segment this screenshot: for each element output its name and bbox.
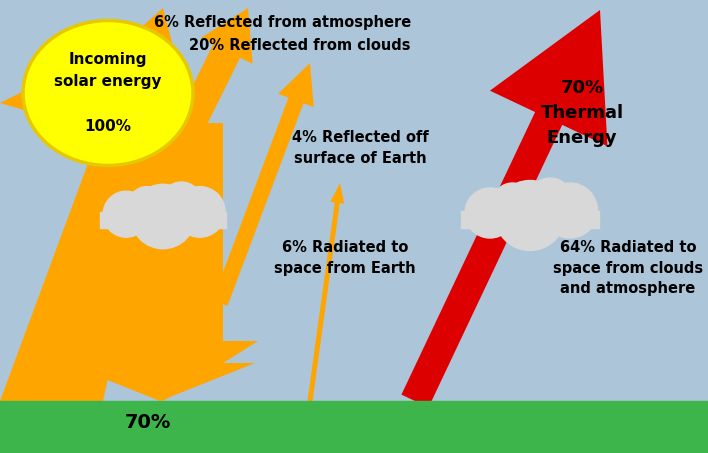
- Polygon shape: [212, 63, 314, 306]
- Circle shape: [465, 188, 515, 238]
- Text: Incoming
solar energy

100%: Incoming solar energy 100%: [55, 52, 161, 134]
- Circle shape: [493, 183, 532, 223]
- Polygon shape: [173, 8, 253, 140]
- Polygon shape: [307, 183, 344, 401]
- Text: 6% Reflected from atmosphere: 6% Reflected from atmosphere: [154, 15, 411, 30]
- Bar: [461, 211, 599, 228]
- Circle shape: [128, 187, 165, 223]
- Polygon shape: [0, 63, 205, 133]
- Circle shape: [131, 184, 195, 249]
- Circle shape: [527, 178, 573, 223]
- Polygon shape: [68, 123, 258, 401]
- Polygon shape: [65, 133, 255, 401]
- Text: 20% Reflected from clouds: 20% Reflected from clouds: [189, 38, 411, 53]
- Circle shape: [495, 180, 565, 251]
- Text: 6% Radiated to
space from Earth: 6% Radiated to space from Earth: [274, 240, 416, 276]
- Polygon shape: [0, 123, 163, 401]
- Text: 4% Reflected off
surface of Earth: 4% Reflected off surface of Earth: [292, 130, 428, 166]
- Circle shape: [174, 187, 225, 237]
- Circle shape: [103, 191, 149, 237]
- Polygon shape: [401, 10, 607, 407]
- Polygon shape: [112, 8, 176, 137]
- Text: 70%: 70%: [125, 414, 171, 433]
- Circle shape: [542, 183, 598, 238]
- Text: 64% Radiated to
space from clouds
and atmosphere: 64% Radiated to space from clouds and at…: [553, 240, 703, 297]
- Bar: [0, 401, 708, 453]
- Ellipse shape: [23, 20, 193, 165]
- Text: 70%
Thermal
Energy: 70% Thermal Energy: [540, 79, 624, 147]
- Circle shape: [161, 182, 202, 223]
- Bar: [100, 212, 227, 228]
